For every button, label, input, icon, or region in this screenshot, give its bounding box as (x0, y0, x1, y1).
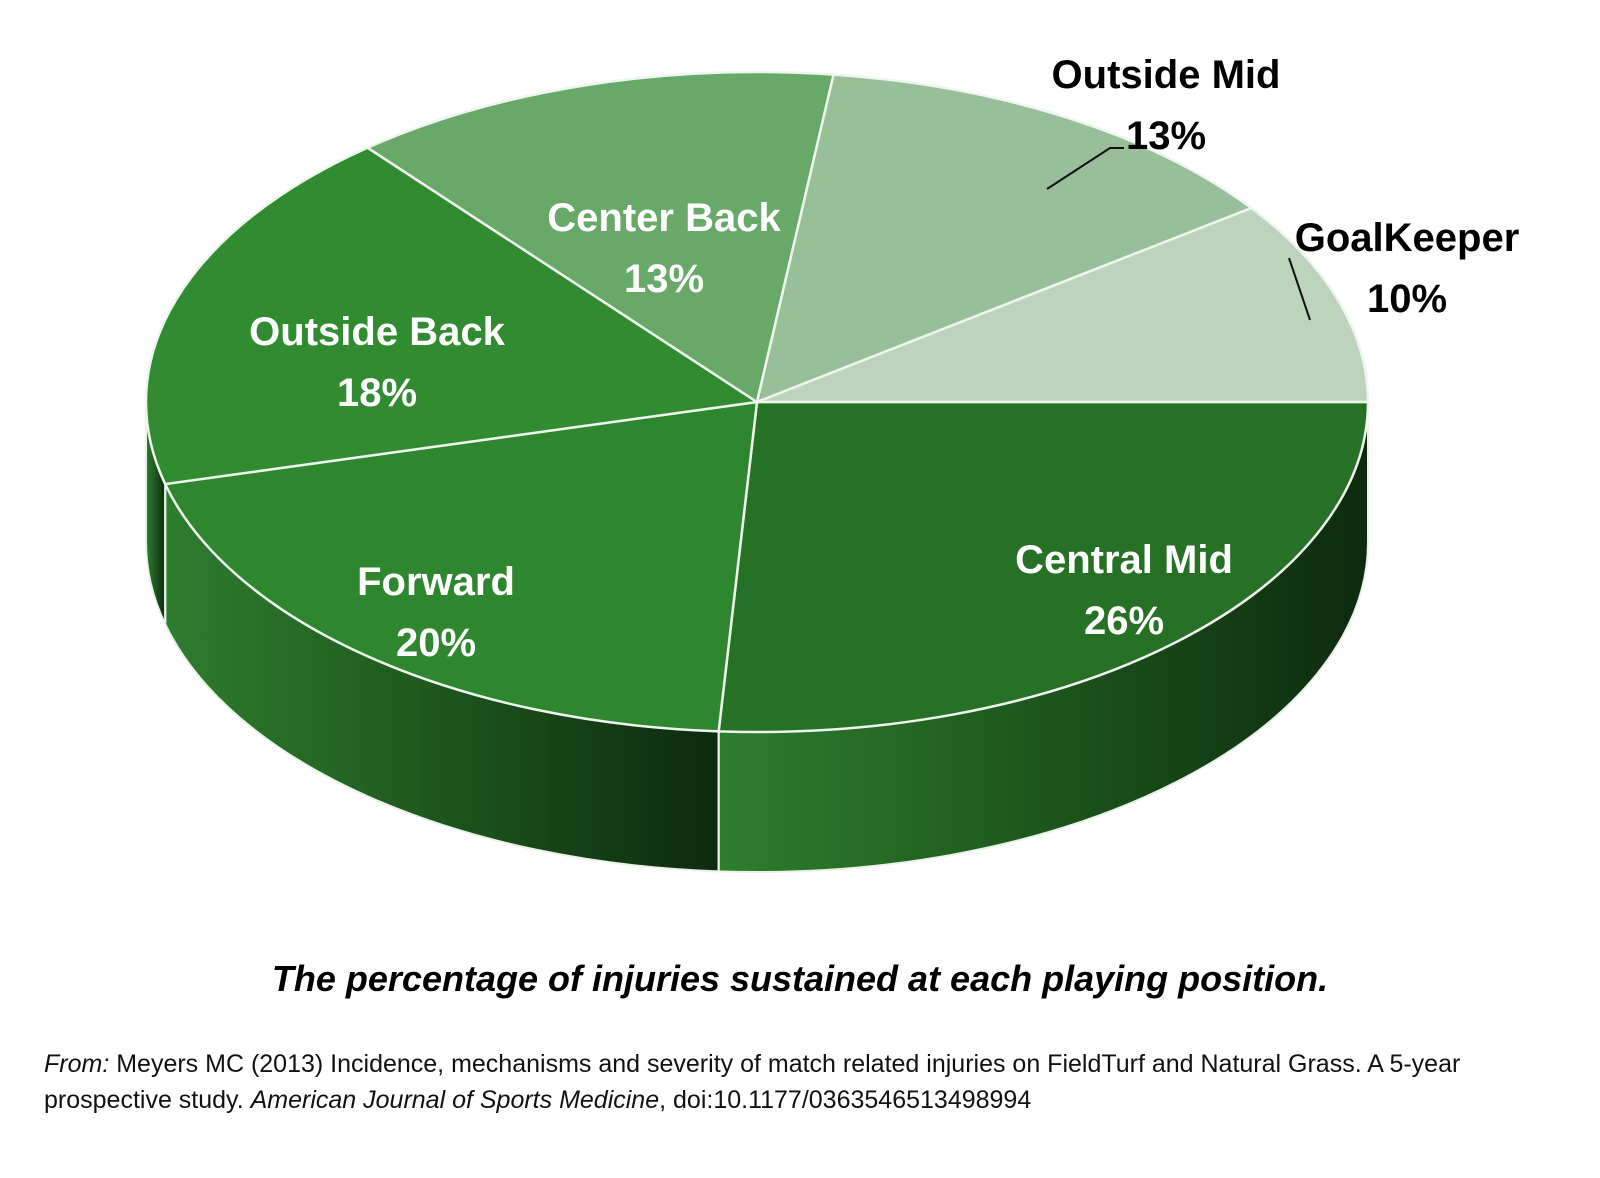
slice-value-label: 18% (337, 371, 417, 415)
source-doi[interactable]: , doi:10.1177/0363546513498994 (659, 1086, 1032, 1114)
pie-slice-outside-mid (755, 73, 1253, 404)
leader-line-goalkeeper (1288, 257, 1311, 321)
pie-chart: Central Mid 26% Forward 20% Outside Back 18% C… (144, 53, 1520, 873)
slice-name-label: GoalKeeper (1295, 216, 1520, 260)
chart-caption: The percentage of injuries sustained at … (271, 958, 1329, 999)
pie-slice-goalkeeper (755, 206, 1370, 404)
slice-value-label: 26% (1084, 599, 1164, 643)
pie-slice-central-mid (717, 400, 1370, 734)
slice-name-label: Outside Mid (1052, 53, 1281, 97)
slice-name-label: Center Back (547, 196, 781, 240)
source-from-label: From: (44, 1050, 110, 1078)
slice-value-label: 20% (396, 621, 476, 665)
source-journal[interactable]: American Journal of Sports Medicine (250, 1086, 660, 1114)
slice-name-label: Forward (357, 560, 515, 604)
pie-slice-forward (163, 400, 759, 733)
pie-slice-outside-back (144, 146, 759, 486)
source-text: Meyers MC (2013) Incidence, mechanisms a… (44, 1050, 1461, 1114)
leader-line-outside-mid (1046, 147, 1124, 190)
slice-value-label: 13% (1126, 114, 1206, 158)
slice-name-label: Outside Back (249, 310, 505, 354)
slice-value-label: 13% (624, 257, 704, 301)
slice-value-label: 10% (1367, 277, 1447, 321)
pie-slice-center-back (366, 70, 835, 404)
source-citation: From: Meyers MC (2013) Incidence, mechan… (44, 1046, 1564, 1118)
slice-name-label: Central Mid (1015, 538, 1233, 582)
